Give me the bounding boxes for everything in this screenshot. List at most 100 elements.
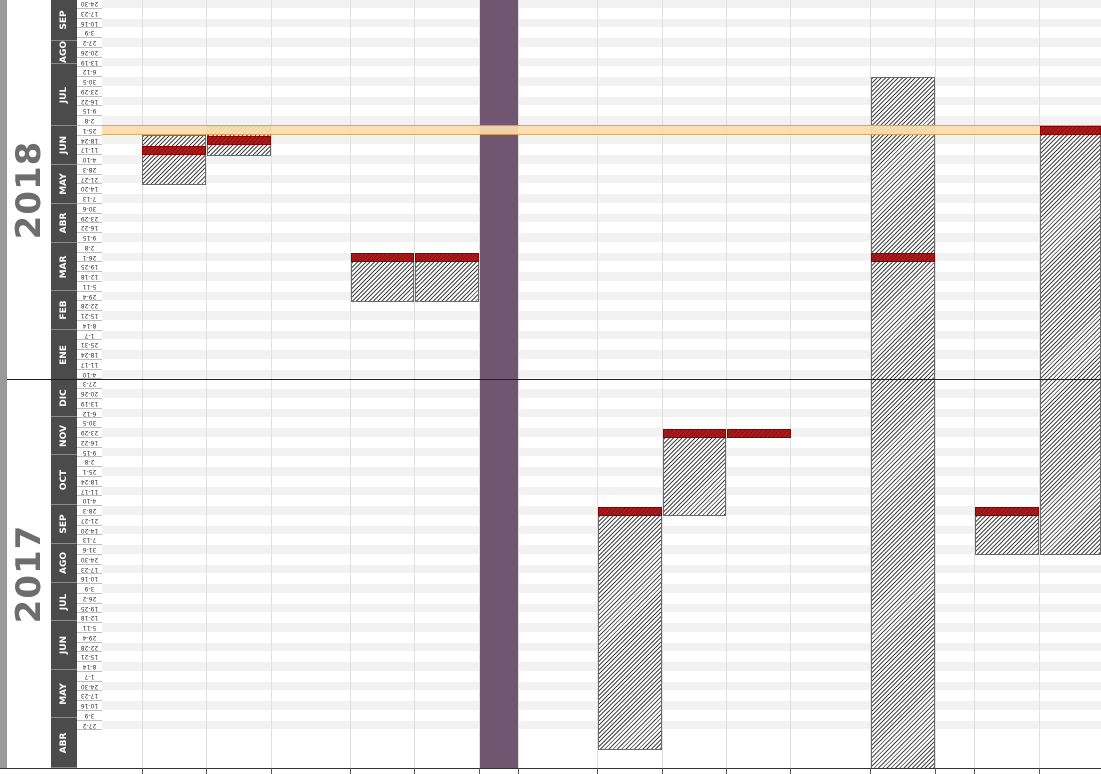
month-label-text: DIC	[59, 389, 69, 407]
week-label-text: 13-19	[80, 399, 99, 407]
milestone-marker[interactable]	[663, 429, 726, 438]
week-label-text: 23-29	[80, 429, 99, 436]
row-stripe	[102, 126, 1101, 136]
week-label: 2-8	[77, 242, 102, 253]
task-block[interactable]	[663, 429, 726, 516]
week-label-text: 24-30	[80, 682, 99, 690]
milestone-marker[interactable]	[207, 136, 271, 145]
task-block[interactable]	[142, 135, 206, 185]
week-label: 11-17	[77, 486, 102, 497]
week-label-text: 25-1	[82, 126, 97, 134]
week-label: 9-15	[77, 106, 102, 116]
week-label-text: 20-26	[80, 390, 99, 397]
week-label: 19-25	[77, 262, 102, 272]
row-stripe	[102, 262, 1101, 272]
week-label-text: 14-20	[80, 526, 99, 534]
column-gridline	[518, 0, 519, 774]
milestone-marker[interactable]	[351, 253, 414, 262]
column-tick	[206, 768, 207, 774]
week-label: 30-5	[77, 418, 102, 428]
row-stripe	[102, 340, 1101, 350]
week-label-text: 10-16	[80, 575, 99, 583]
week-label-text: 20-26	[80, 48, 99, 56]
column-gridline	[726, 0, 727, 774]
column-gridline	[597, 0, 598, 774]
week-label-text: 12-18	[80, 614, 99, 622]
week-label: 5-11	[77, 623, 102, 633]
task-block[interactable]	[1040, 126, 1101, 555]
milestone-marker[interactable]	[142, 146, 206, 155]
week-label-text: 12-18	[80, 273, 99, 280]
row-stripe	[102, 204, 1101, 214]
week-label: 13-19	[77, 398, 102, 409]
month-label: ABR	[51, 718, 77, 768]
month-label-text: MAR	[59, 255, 69, 278]
week-label-text: 11-17	[80, 146, 99, 154]
week-label-text: 28-3	[82, 507, 97, 514]
month-label: AGO	[51, 41, 77, 64]
column-tick	[142, 768, 143, 774]
week-label: 15-21	[77, 652, 102, 662]
week-label-text: 11-17	[80, 360, 99, 368]
week-label-text: 16-22	[80, 224, 99, 232]
week-label-text: 26-2	[82, 594, 97, 602]
row-stripe	[102, 165, 1101, 175]
week-label-text: 18-24	[80, 136, 99, 144]
month-label-text: SEP	[59, 10, 69, 30]
week-label-text: 15-21	[80, 653, 99, 661]
left-edge	[0, 0, 7, 774]
month-label: SEP	[51, 0, 77, 41]
column-tick	[974, 768, 975, 774]
week-label: 21-27	[77, 174, 102, 185]
milestone-marker[interactable]	[975, 507, 1039, 516]
week-label-text: 13-19	[80, 58, 99, 66]
week-label-text: 27-3	[82, 380, 97, 388]
column-tick	[1039, 768, 1040, 774]
week-label-text: 19-25	[80, 604, 99, 612]
milestone-marker[interactable]	[1040, 126, 1101, 135]
row-stripe	[102, 282, 1101, 292]
week-label-text: 21-27	[80, 175, 99, 183]
month-label-text: ABR	[59, 212, 69, 234]
month-label: ENE	[51, 330, 77, 380]
row-stripe	[102, 350, 1101, 360]
week-label-text: 6-12	[82, 409, 97, 417]
column-gridline	[974, 0, 975, 774]
week-label: 14-20	[77, 184, 102, 194]
row-stripe	[102, 106, 1101, 116]
column-tick	[870, 768, 871, 774]
week-label: 23-29	[77, 213, 102, 224]
milestone-marker[interactable]	[727, 429, 791, 438]
week-label-text: 11-17	[80, 487, 99, 495]
row-stripe	[102, 28, 1101, 38]
milestone-marker[interactable]	[415, 253, 479, 262]
week-label-text: 2-8	[84, 243, 95, 251]
row-stripe	[102, 486, 1101, 497]
week-label-text: 17-23	[80, 692, 99, 700]
row-stripe	[102, 379, 1101, 389]
week-label: 29-4	[77, 291, 102, 302]
week-label-text: 2-8	[84, 458, 95, 466]
month-label-text: JUL	[59, 593, 69, 610]
week-label: 25-1	[77, 125, 102, 136]
week-label-text: 16-22	[80, 438, 99, 446]
week-label-text: 18-24	[80, 477, 99, 485]
week-label-text: 4-10	[82, 156, 97, 163]
task-block[interactable]	[598, 507, 662, 750]
week-label: 22-28	[77, 301, 102, 311]
current-week-row	[102, 125, 1101, 135]
week-label-text: 27-2	[82, 39, 97, 46]
week-label-text: 8-14	[82, 663, 97, 670]
month-label: JUN	[51, 621, 77, 670]
week-label-text: 31-6	[82, 546, 97, 553]
week-label: 16-22	[77, 437, 102, 448]
column-tick	[597, 768, 598, 774]
task-block[interactable]	[871, 77, 935, 774]
week-label: 8-14	[77, 662, 102, 672]
week-label-text: 9-15	[82, 107, 97, 115]
row-stripe	[102, 408, 1101, 419]
milestone-marker[interactable]	[598, 507, 662, 516]
week-label: 20-26	[77, 47, 102, 58]
milestone-marker[interactable]	[871, 253, 935, 262]
